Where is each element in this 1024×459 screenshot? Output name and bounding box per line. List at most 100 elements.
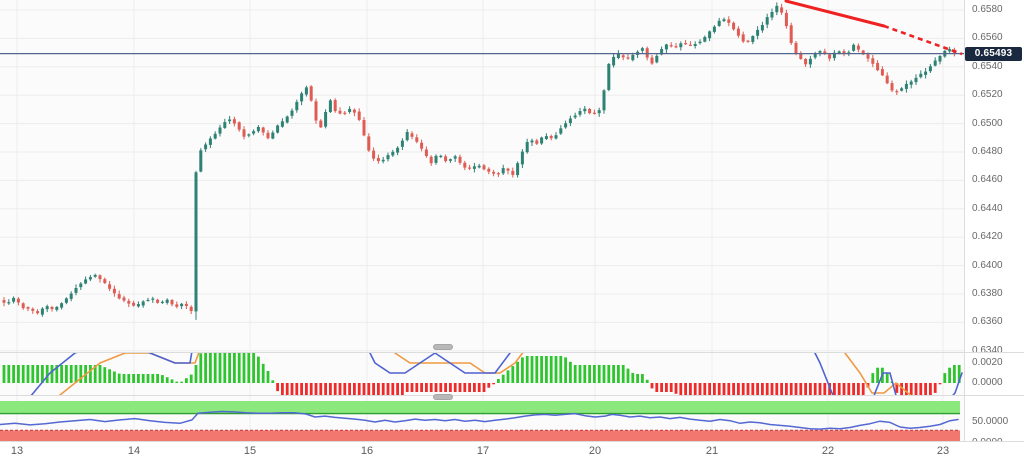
candle-body xyxy=(664,44,668,50)
time-tick-label: 16 xyxy=(360,445,374,457)
candle-body xyxy=(828,54,832,59)
candle-body xyxy=(357,111,361,120)
candle-body xyxy=(722,19,726,22)
descending-trendline-extension[interactable] xyxy=(883,24,963,56)
macd-panel-canvas[interactable] xyxy=(0,352,964,395)
grid-lines xyxy=(0,0,964,352)
candle-body xyxy=(189,306,193,311)
candle-body xyxy=(842,51,846,55)
candle-body xyxy=(482,165,486,170)
candle-body xyxy=(684,43,688,45)
pane-resize-handle[interactable] xyxy=(433,344,453,350)
candle-body xyxy=(45,306,49,310)
candle-body xyxy=(616,53,620,58)
candle-body xyxy=(367,136,371,151)
candle-body xyxy=(170,299,174,305)
candle-body xyxy=(564,123,568,128)
axis-tick-label: 0.0000 xyxy=(972,377,1003,388)
time-tick-label: 20 xyxy=(588,445,602,457)
axis-tick-label: 0.6420 xyxy=(972,231,1003,243)
time-axis[interactable]: 13 14 15 16 17 20 21 22 23 xyxy=(0,442,1024,459)
candle-body xyxy=(64,298,68,303)
candle-body xyxy=(693,44,697,46)
candle-body xyxy=(852,44,856,51)
candle-body xyxy=(309,86,313,101)
candle-body xyxy=(400,140,404,147)
descending-trendline[interactable] xyxy=(784,0,886,28)
candle-body xyxy=(588,109,592,114)
candle-body xyxy=(938,56,942,62)
candle-body xyxy=(775,5,779,13)
candle-body xyxy=(444,156,448,162)
axis-tick-label: 0.6440 xyxy=(972,202,1003,214)
candle-body xyxy=(631,54,635,61)
axis-tick-label: 0.6340 xyxy=(972,344,1003,356)
candle-body xyxy=(136,304,140,307)
candle-body xyxy=(376,158,380,162)
axis-tick-label: 50.0000 xyxy=(972,416,1009,427)
pane-separator[interactable] xyxy=(0,352,1024,353)
current-price-badge[interactable]: 0.65493 xyxy=(965,46,1022,61)
candle-body xyxy=(276,125,280,133)
pane-separator xyxy=(0,441,1024,442)
price-panel-canvas[interactable] xyxy=(0,0,964,352)
candle-body xyxy=(372,150,376,159)
candle-body xyxy=(900,88,904,91)
candle-body xyxy=(645,48,649,58)
candle-body xyxy=(540,137,544,144)
rsi-panel-canvas[interactable] xyxy=(0,395,964,442)
candle-body xyxy=(506,168,510,171)
candle-body xyxy=(924,71,928,75)
candle-body xyxy=(12,297,16,302)
candle-body xyxy=(496,173,500,175)
candle-body xyxy=(621,55,625,58)
candle-body xyxy=(160,301,164,303)
axis-tick-label: 0.6500 xyxy=(972,117,1003,129)
candle-body xyxy=(386,155,390,160)
candle-body xyxy=(592,112,596,114)
candle-body xyxy=(117,294,121,299)
candle-body xyxy=(823,51,827,54)
candle-body xyxy=(352,109,356,113)
candle-body xyxy=(885,75,889,84)
price-axis[interactable]: 0.6580 0.6560 0.6540 0.6520 0.6500 0.6480 0.64… xyxy=(965,0,1024,448)
candle-body xyxy=(453,156,457,159)
candle-body xyxy=(448,159,452,161)
candle-body xyxy=(544,136,548,139)
candle-body xyxy=(218,127,222,134)
candle-body xyxy=(794,42,798,54)
candle-body xyxy=(55,306,59,310)
candle-body xyxy=(880,69,884,76)
candle-body xyxy=(904,83,908,89)
candle-body xyxy=(290,110,294,116)
candle-body xyxy=(252,131,256,134)
candle-body xyxy=(127,300,131,304)
candle-body xyxy=(204,144,208,150)
candle-body xyxy=(333,100,337,112)
candle-body xyxy=(871,58,875,64)
candle-body xyxy=(856,45,860,50)
pane-separator[interactable] xyxy=(0,395,1024,396)
time-tick-label: 15 xyxy=(243,445,257,457)
pane-resize-handle[interactable] xyxy=(433,394,453,400)
candle-body xyxy=(736,28,740,36)
candle-body xyxy=(141,301,145,306)
candle-body xyxy=(948,49,952,52)
candle-body xyxy=(439,155,443,157)
candle-body xyxy=(156,299,160,303)
candle-body xyxy=(213,133,217,139)
candle-body xyxy=(477,165,481,168)
candle-body xyxy=(472,166,476,169)
candle-body xyxy=(165,299,169,303)
candle-body xyxy=(703,37,707,42)
axis-tick-label: 0.6520 xyxy=(972,89,1003,101)
candle-body xyxy=(578,111,582,115)
candle-body xyxy=(669,45,673,47)
candle-body xyxy=(583,108,587,112)
candle-body xyxy=(612,56,616,66)
candle-body xyxy=(31,308,35,311)
time-tick-label: 17 xyxy=(476,445,490,457)
candle-body xyxy=(808,58,812,65)
candle-body xyxy=(175,304,179,307)
candle-body xyxy=(559,128,563,134)
